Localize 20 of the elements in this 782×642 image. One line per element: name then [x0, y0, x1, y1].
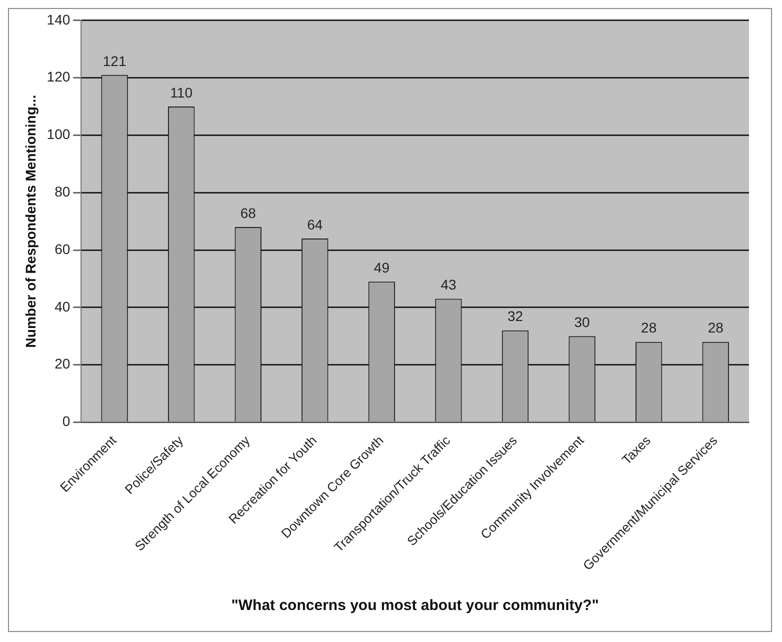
data-label: 121 [102, 52, 126, 69]
y-axis-title: Number of Respondents Mentioning... [22, 94, 38, 348]
y-tick-label: 80 [54, 183, 70, 200]
y-tick-label: 20 [54, 356, 70, 372]
data-label: 49 [374, 259, 390, 276]
y-tick-label: 120 [46, 68, 70, 85]
data-label: 32 [507, 308, 524, 324]
x-axis-title: "What concerns you most about your community?" [231, 597, 599, 614]
data-label: 28 [708, 320, 724, 336]
y-tick-label: 0 [62, 413, 70, 430]
y-tick-label: 140 [46, 11, 70, 28]
data-label: 43 [440, 276, 456, 293]
y-tick-label: 60 [54, 240, 70, 257]
y-tick-label: 100 [46, 126, 70, 142]
data-label: 68 [240, 204, 256, 221]
data-label: 64 [307, 216, 323, 232]
y-tick-label: 40 [54, 298, 70, 314]
data-label: 30 [574, 314, 590, 330]
data-label: 28 [641, 320, 657, 336]
data-label: 110 [170, 84, 193, 100]
